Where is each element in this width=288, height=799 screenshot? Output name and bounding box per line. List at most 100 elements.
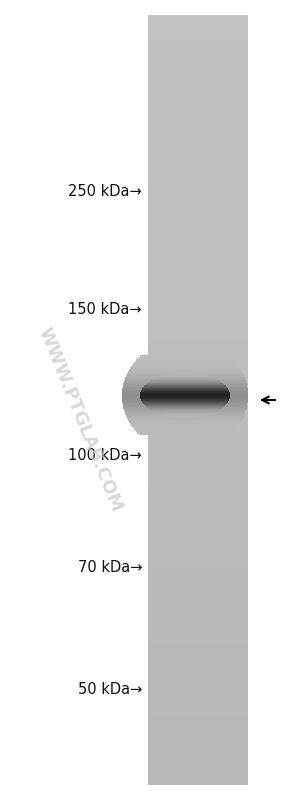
- Bar: [143, 403, 227, 404]
- Bar: [148, 579, 248, 582]
- Bar: [148, 769, 248, 772]
- Bar: [141, 391, 229, 392]
- Bar: [148, 58, 248, 62]
- Bar: [122, 391, 248, 393]
- Bar: [145, 405, 225, 406]
- Bar: [160, 413, 210, 414]
- Bar: [131, 424, 239, 426]
- Bar: [148, 107, 248, 110]
- Bar: [151, 380, 219, 382]
- Bar: [148, 395, 248, 397]
- Bar: [150, 409, 220, 410]
- Bar: [157, 378, 213, 379]
- Bar: [148, 287, 248, 290]
- Bar: [133, 364, 237, 365]
- Bar: [141, 399, 229, 400]
- Bar: [148, 576, 248, 579]
- Bar: [167, 375, 203, 376]
- Bar: [155, 411, 215, 412]
- Bar: [148, 18, 248, 21]
- Bar: [148, 425, 248, 428]
- Bar: [145, 385, 226, 387]
- Bar: [140, 395, 230, 396]
- Bar: [128, 420, 241, 422]
- Bar: [123, 383, 247, 385]
- Bar: [125, 378, 245, 380]
- Bar: [140, 393, 230, 394]
- Bar: [148, 366, 248, 369]
- Bar: [148, 353, 248, 356]
- Bar: [148, 181, 248, 185]
- Bar: [148, 527, 248, 531]
- Bar: [140, 397, 230, 398]
- Bar: [145, 385, 226, 387]
- Bar: [148, 699, 248, 702]
- Bar: [148, 33, 248, 36]
- Text: WWW.PTGLAB.COM: WWW.PTGLAB.COM: [35, 325, 125, 515]
- Bar: [148, 166, 248, 169]
- Bar: [148, 773, 248, 777]
- Bar: [137, 432, 233, 434]
- Bar: [141, 390, 229, 391]
- Bar: [124, 380, 245, 381]
- Bar: [154, 379, 216, 380]
- Bar: [148, 400, 248, 403]
- Bar: [148, 359, 248, 362]
- Bar: [124, 380, 246, 382]
- Bar: [148, 520, 248, 523]
- Bar: [148, 553, 248, 556]
- Bar: [140, 396, 230, 397]
- Bar: [148, 686, 248, 690]
- Bar: [152, 410, 218, 411]
- Bar: [148, 404, 248, 407]
- Bar: [142, 401, 228, 402]
- Bar: [142, 402, 228, 403]
- Bar: [148, 136, 248, 138]
- Bar: [140, 394, 230, 396]
- Bar: [143, 403, 227, 404]
- Bar: [148, 715, 248, 718]
- Bar: [148, 710, 248, 713]
- Bar: [162, 414, 207, 415]
- Bar: [148, 62, 248, 64]
- Bar: [148, 479, 248, 482]
- Bar: [148, 113, 248, 116]
- Bar: [171, 374, 199, 375]
- Bar: [157, 412, 213, 413]
- Bar: [169, 415, 201, 416]
- Bar: [148, 505, 248, 507]
- Bar: [148, 589, 248, 592]
- Bar: [141, 399, 229, 400]
- Bar: [142, 389, 228, 390]
- Bar: [148, 751, 248, 753]
- Bar: [148, 238, 248, 241]
- Bar: [128, 370, 241, 372]
- Bar: [126, 416, 243, 418]
- Bar: [130, 423, 240, 424]
- Bar: [141, 398, 230, 400]
- Bar: [148, 279, 248, 282]
- Bar: [154, 411, 216, 412]
- Bar: [123, 387, 247, 389]
- Bar: [141, 389, 229, 391]
- Bar: [148, 230, 248, 233]
- Bar: [148, 130, 248, 133]
- Bar: [148, 320, 248, 323]
- Bar: [177, 373, 193, 374]
- Bar: [148, 476, 248, 479]
- Bar: [140, 393, 230, 394]
- Bar: [157, 378, 213, 379]
- Bar: [148, 308, 248, 310]
- Bar: [152, 380, 218, 381]
- Bar: [161, 376, 209, 377]
- Bar: [123, 407, 247, 409]
- Bar: [167, 415, 203, 416]
- Bar: [140, 394, 230, 395]
- Bar: [148, 771, 248, 774]
- Bar: [148, 489, 248, 492]
- Bar: [147, 383, 223, 384]
- Bar: [144, 386, 226, 387]
- Bar: [148, 694, 248, 698]
- Bar: [148, 415, 248, 418]
- Bar: [148, 622, 248, 626]
